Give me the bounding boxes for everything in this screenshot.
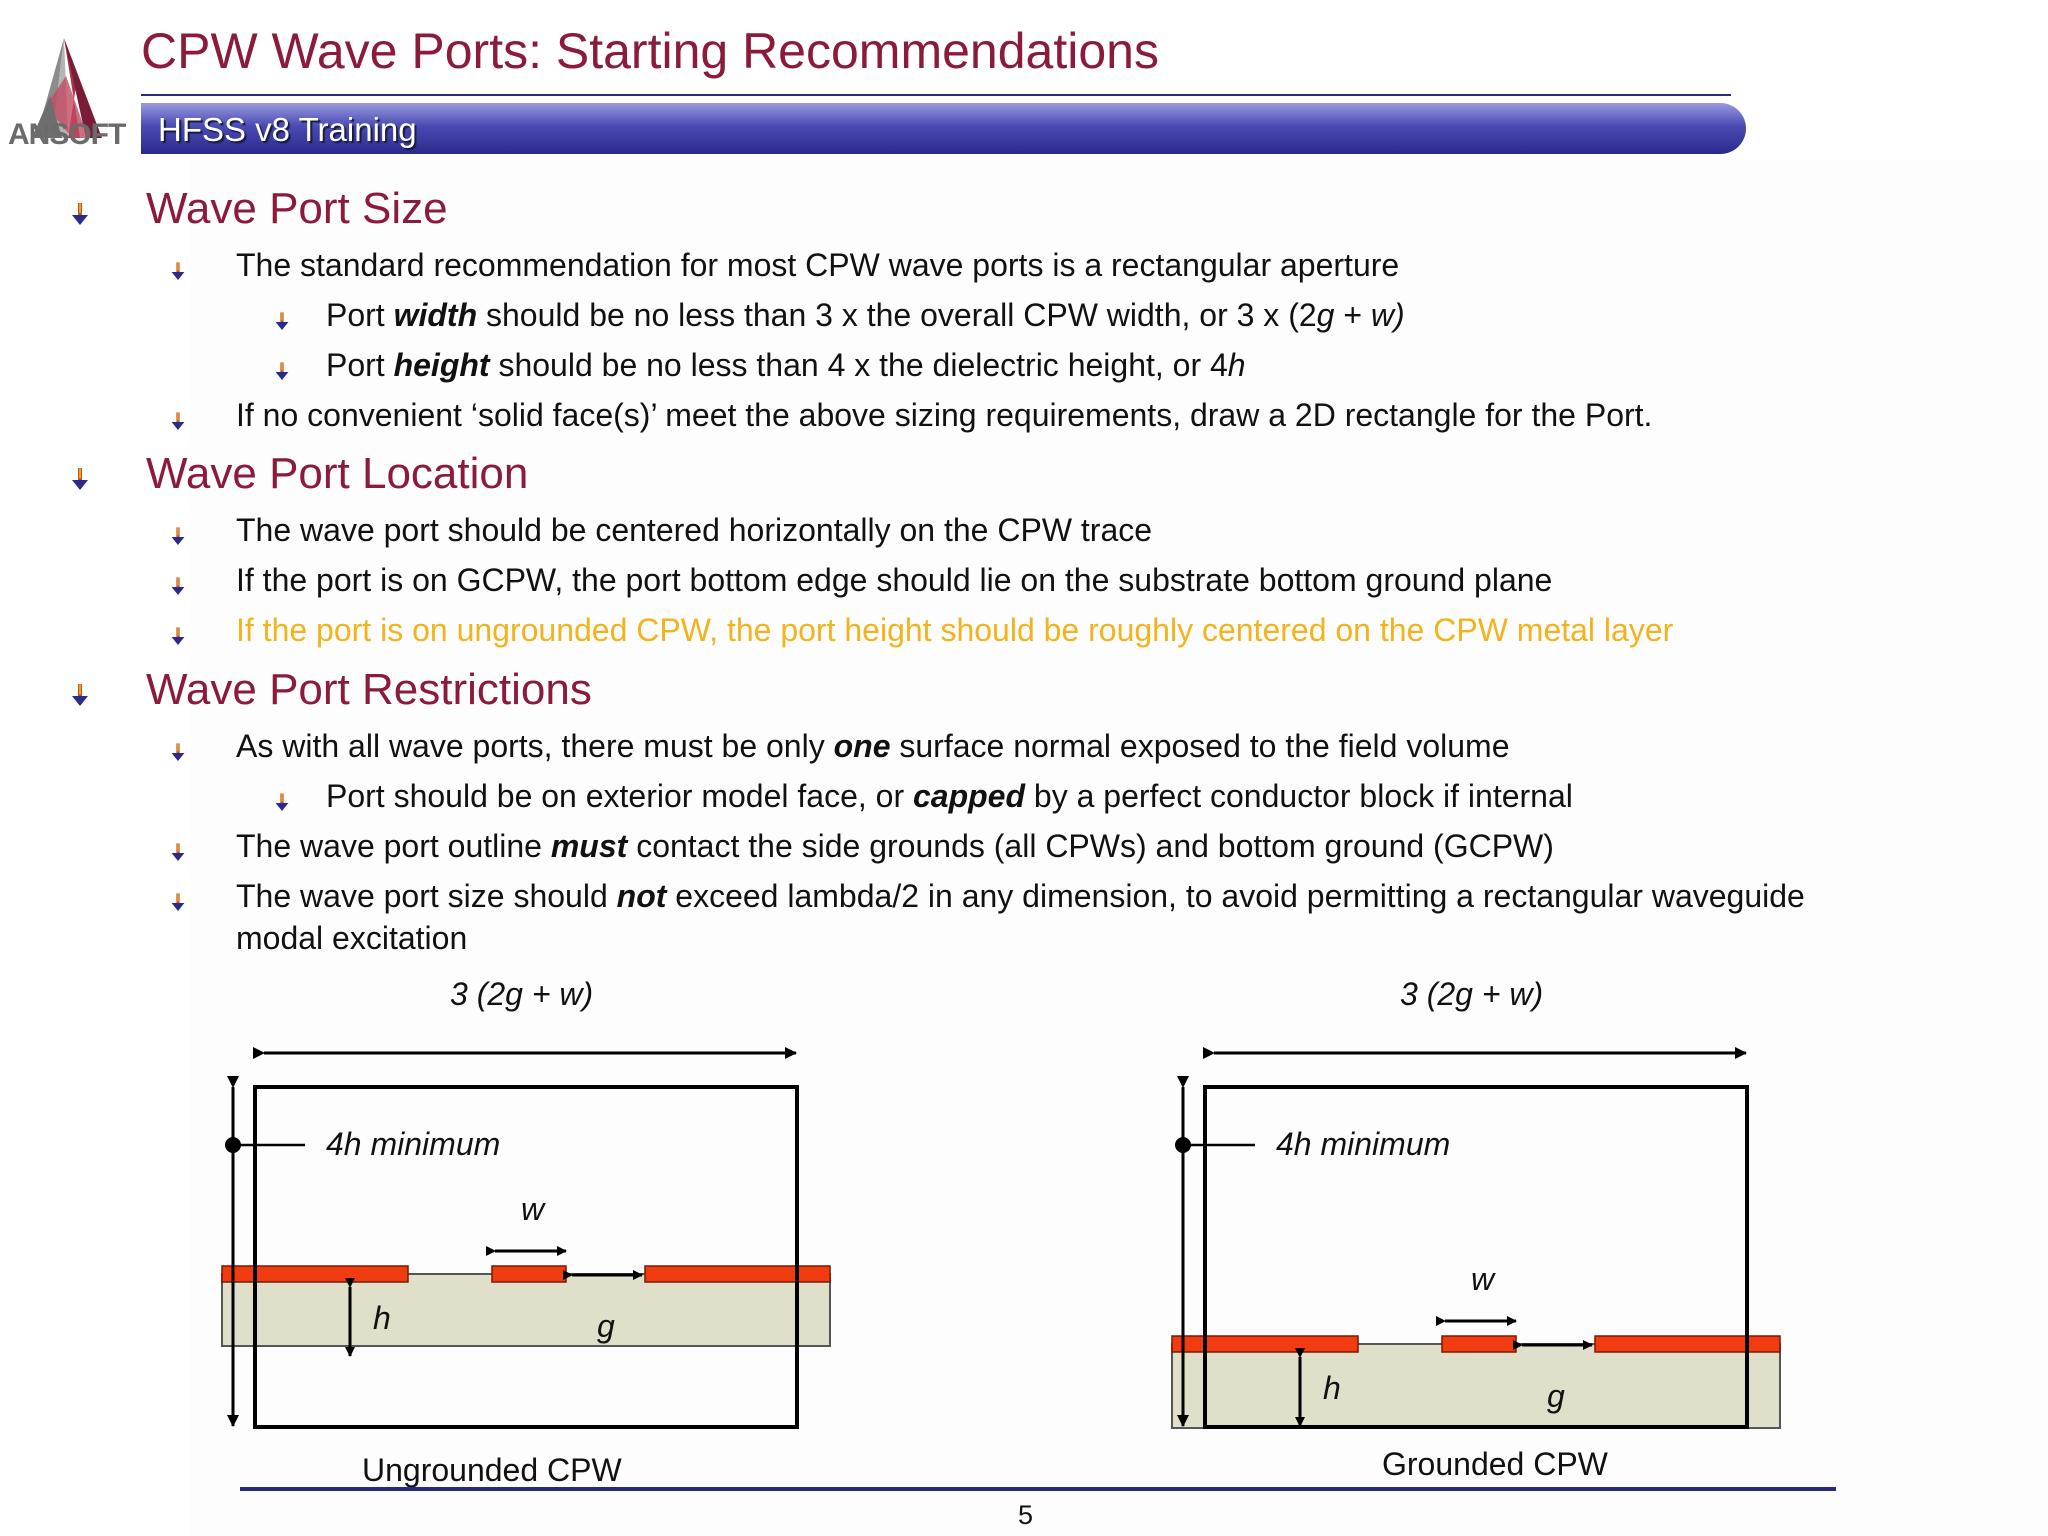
left-g-label: g: [597, 1308, 615, 1344]
footer-rule: [240, 1487, 1836, 1491]
heading-wave-port-location: Wave Port Location: [146, 449, 529, 498]
restrictions-bullet-1a: Port should be on exterior model face, o…: [326, 778, 1573, 814]
size-bullet-2: If no convenient ‘solid face(s)’ meet th…: [236, 397, 1653, 433]
restrictions-bullet-3: The wave port size should not exceed lam…: [236, 878, 1805, 914]
ungrounded-cpw-diagram: [221, 1047, 831, 1429]
heading-wave-port-restrictions: Wave Port Restrictions: [146, 665, 592, 714]
left-h-label: h: [373, 1300, 391, 1336]
grounded-cpw-diagram: [1171, 1047, 1781, 1429]
left-height-label: 4h minimum: [326, 1126, 501, 1162]
left-ground-metal: [221, 1265, 409, 1283]
left-caption: Ungrounded CPW: [362, 1452, 622, 1488]
restrictions-bullet-3-cont: modal excitation: [236, 920, 468, 956]
left-w-label: w: [521, 1191, 545, 1227]
training-banner: [141, 103, 1746, 154]
location-bullet-1: The wave port should be centered horizon…: [236, 512, 1153, 548]
right-ground-metal: [1594, 1335, 1781, 1353]
size-bullet-1a: Port width should be no less than 3 x th…: [326, 297, 1405, 333]
left-width-label: 3 (2g + w): [450, 976, 594, 1012]
right-h-label: h: [1323, 1370, 1341, 1406]
slide-title: CPW Wave Ports: Starting Recommendations: [141, 23, 1159, 79]
logo-wordmark: ANSOFT: [8, 118, 126, 151]
banner-label: HFSS v8 Training: [158, 111, 417, 148]
wave-port-outline: [253, 1085, 799, 1429]
right-w-label: w: [1471, 1261, 1495, 1297]
right-height-label: 4h minimum: [1276, 1126, 1451, 1162]
size-bullet-1b: Port height should be no less than 4 x t…: [326, 347, 1246, 383]
location-bullet-3: If the port is on ungrounded CPW, the po…: [236, 612, 1674, 648]
wave-port-outline: [1203, 1085, 1749, 1429]
heading-wave-port-size: Wave Port Size: [146, 184, 448, 233]
left-ground-metal: [1171, 1335, 1359, 1353]
right-ground-metal: [644, 1265, 831, 1283]
substrate: [221, 1273, 831, 1347]
right-width-label: 3 (2g + w): [1400, 976, 1544, 1012]
size-bullet-1: The standard recommendation for most CPW…: [236, 247, 1400, 283]
restrictions-bullet-1: As with all wave ports, there must be on…: [236, 728, 1510, 764]
substrate: [1171, 1343, 1781, 1429]
signal-trace: [491, 1265, 567, 1283]
right-caption: Grounded CPW: [1382, 1446, 1608, 1482]
restrictions-bullet-2: The wave port outline must contact the s…: [236, 828, 1554, 864]
title-rule: [141, 94, 1731, 96]
signal-trace: [1441, 1335, 1517, 1353]
ansoft-logo-icon: [32, 38, 102, 138]
page-number: 5: [1018, 1500, 1034, 1530]
right-g-label: g: [1547, 1378, 1565, 1414]
location-bullet-2: If the port is on GCPW, the port bottom …: [236, 562, 1553, 598]
